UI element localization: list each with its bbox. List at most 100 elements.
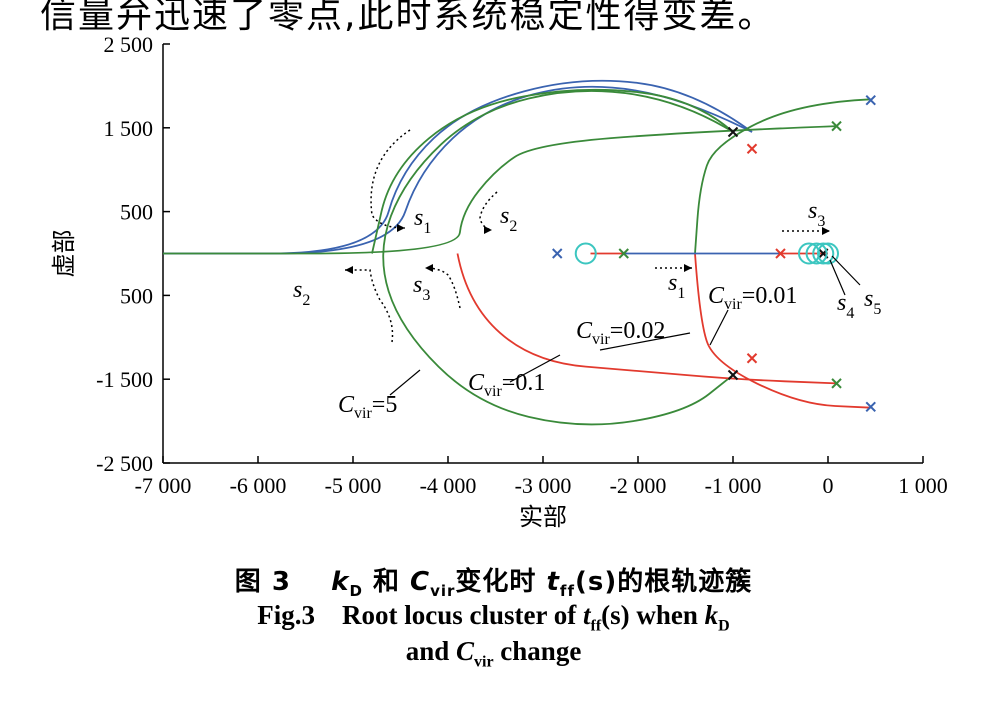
arrowhead [684, 264, 692, 272]
cvir-leader [509, 354, 561, 383]
cvir-label-sub: vir [354, 405, 372, 422]
caption-kd: k [331, 567, 350, 597]
path-annotation: s1 [414, 205, 431, 237]
cvir-label-main: C [338, 392, 355, 418]
pole-marker [775, 248, 786, 259]
s5-leader [831, 255, 861, 286]
locus-branch-3 [371, 88, 734, 254]
caption-cvir: C [410, 567, 431, 597]
x-tick-label: 1 000 [898, 473, 948, 498]
arrowhead [397, 224, 405, 232]
pole-marker [831, 120, 842, 132]
pole-marker [865, 94, 876, 106]
path-annotation: s4 [837, 290, 854, 322]
arrowhead [345, 266, 353, 274]
caption-tff: t [546, 567, 560, 597]
path-annotation-sub: 3 [817, 213, 825, 230]
path-annotation: s3 [413, 272, 430, 304]
x-axis-title: 实部 [519, 503, 567, 531]
caption-en-kd-sub: D [718, 617, 730, 635]
caption-en-d: change [493, 636, 582, 666]
pole-marker [727, 369, 739, 381]
pole-stroke [746, 143, 758, 154]
locus-branch-2 [382, 90, 734, 426]
y-tick-label: -2 500 [96, 451, 153, 476]
pole-stroke [865, 94, 876, 106]
cvir-label-value: =0.02 [610, 318, 666, 344]
direction-arrow [424, 267, 461, 309]
y-tick-label: 1 500 [104, 116, 154, 141]
path-annotation: s2 [500, 203, 517, 235]
arrowhead [822, 227, 830, 235]
caption-tff-sub: ff [559, 582, 575, 601]
caption-en-cvir: C [455, 636, 474, 666]
zero-marker [812, 242, 835, 265]
y-tick-label: 2 500 [104, 32, 154, 57]
caption-cvir-sub: vir [430, 582, 456, 601]
cvir-label-sub: vir [724, 296, 742, 313]
pole-marker [552, 248, 563, 259]
path-annotation-sub: 2 [509, 218, 517, 235]
pole-marker [746, 143, 758, 154]
path-annotation-sub: 5 [873, 301, 881, 318]
pole-marker [618, 248, 629, 259]
pole-marker [831, 378, 842, 389]
locus-branch-7 [694, 253, 871, 409]
direction-arrow [479, 191, 498, 231]
x-tick-label: -3 000 [515, 473, 572, 498]
y-tick-label: 500 [120, 200, 153, 225]
x-tick-label: -6 000 [230, 473, 287, 498]
caption-and-cn: 和 [362, 567, 410, 597]
root-locus-chart: -7 000 -6 000 -5 000 -4 000 -3 000 -2 000 -1 0… [50, 32, 948, 531]
caption-english-line1: Fig.3 Root locus cluster of tff(s) when … [0, 600, 987, 635]
cvir-label: Cvir=0.1 [468, 370, 545, 400]
locus-branch-0 [163, 85, 753, 255]
path-annotation-sub: 1 [677, 285, 685, 302]
y-axis-title: 虚部 [50, 230, 78, 278]
caption-rest-cn: (s)的根轨迹簇 [574, 567, 753, 597]
cvir-label-sub: vir [484, 383, 502, 400]
cvir-label-sub: vir [592, 331, 610, 348]
locus-branch-4 [163, 125, 837, 255]
zero-marker [574, 242, 597, 265]
path-annotation: s5 [864, 286, 881, 318]
y-tick-label: 500 [120, 283, 153, 308]
caption-figure-number: 图 3 [234, 567, 291, 597]
x-tick-label: 0 [823, 473, 834, 498]
caption-change-cn: 变化时 [455, 567, 547, 597]
zero-marker [817, 242, 839, 265]
y-tick-label: -1 500 [96, 367, 153, 392]
x-tick-label: -4 000 [420, 473, 477, 498]
locus-branch-6 [456, 253, 837, 385]
caption-en-tff: t [582, 600, 591, 630]
cvir-label-value: =0.01 [742, 283, 798, 309]
direction-arrow [370, 129, 411, 229]
pole-stroke [727, 369, 739, 381]
pole-stroke [727, 126, 739, 138]
cvir-leader [389, 369, 421, 396]
pole-marker [865, 401, 876, 413]
cvir-label: Cvir=0.01 [708, 283, 797, 313]
direction-arrows [345, 129, 830, 343]
arrowhead [484, 226, 492, 234]
cvir-label: Cvir=0.02 [576, 318, 665, 348]
path-annotation-sub: 4 [846, 305, 854, 322]
x-tick-label: -5 000 [325, 473, 382, 498]
cvir-leader [709, 309, 729, 346]
locus-branch-5 [694, 98, 871, 254]
cvir-label-main: C [576, 318, 593, 344]
pole-marker [727, 126, 739, 138]
cvir-label-value: =0.1 [502, 370, 546, 396]
x-tick-label: -1 000 [705, 473, 762, 498]
pole-stroke [865, 401, 876, 413]
cvir-label: Cvir=5 [338, 392, 397, 422]
path-annotation: s3 [808, 198, 825, 230]
cvir-label-value: =5 [372, 392, 398, 418]
pole-stroke [831, 378, 842, 389]
path-annotation-sub: 1 [423, 220, 431, 237]
path-annotation: s2 [293, 277, 310, 309]
path-annotation: s1 [668, 270, 685, 302]
path-annotation-sub: 3 [422, 287, 430, 304]
arrowhead [425, 264, 433, 272]
caption-english-line2: and Cvir change [0, 636, 987, 671]
